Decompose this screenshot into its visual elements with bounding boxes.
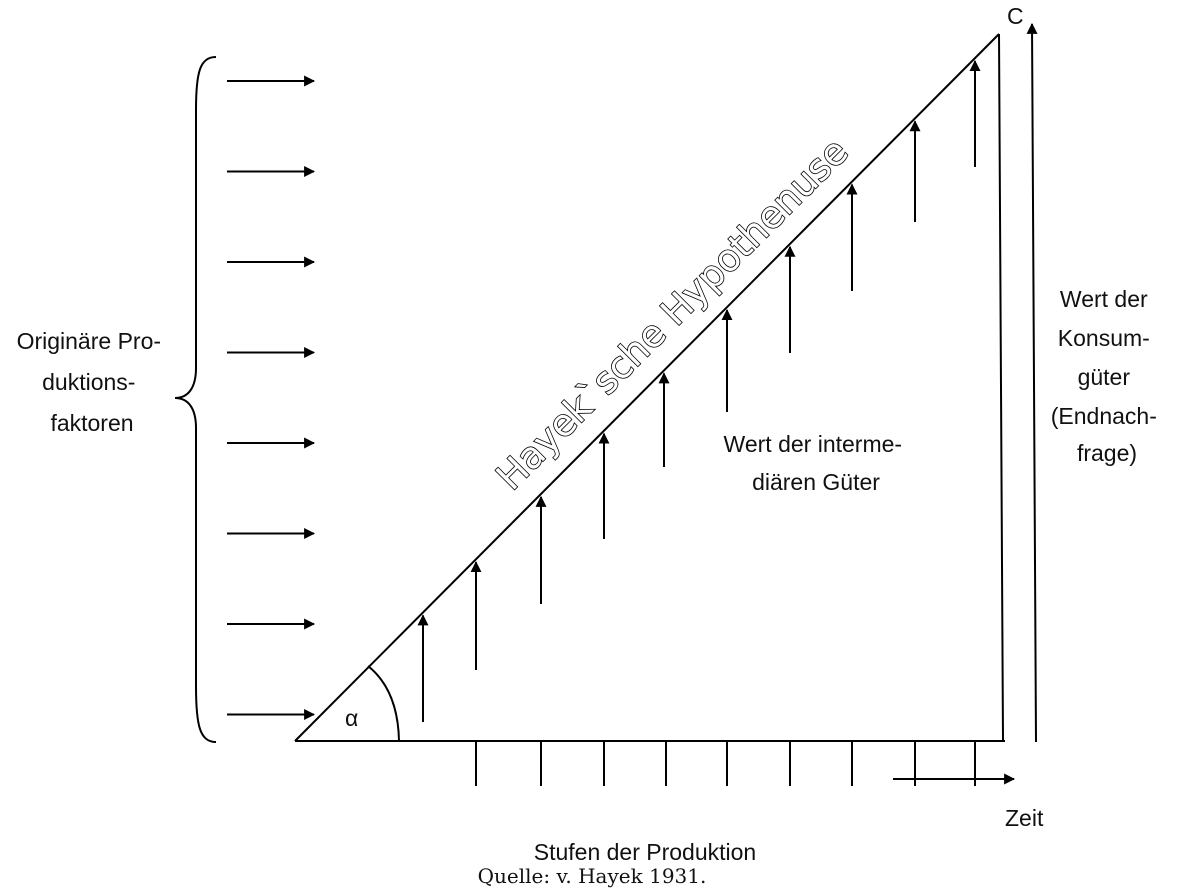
- right-label-line-1: Wert der: [1060, 286, 1148, 312]
- angle-arc: [367, 665, 400, 742]
- left-label-line-1: Originäre Pro-: [17, 328, 161, 354]
- intermediate-label: Wert der interme- diären Güter: [724, 431, 909, 495]
- intermediate-label-line-1: Wert der interme-: [724, 431, 903, 457]
- stages-label: Stufen der Produktion: [534, 839, 756, 865]
- right-label: Wert der Konsum- güter (Endnach- frage): [1051, 286, 1164, 466]
- right-label-line-4: (Endnach-: [1051, 403, 1157, 429]
- left-label-line-3: faktoren: [50, 410, 133, 436]
- triangle-vertical-line: [998, 33, 1004, 742]
- right-label-line-2: Konsum-: [1058, 325, 1150, 351]
- left-brace: [174, 56, 217, 743]
- right-label-line-3: güter: [1078, 364, 1131, 390]
- left-label: Originäre Pro- duktions- faktoren: [17, 328, 168, 436]
- intermediate-label-line-2: diären Güter: [752, 469, 880, 495]
- consumer-value-arrow: [1026, 22, 1038, 743]
- angle-label: α: [345, 705, 358, 731]
- apex-label: C: [1007, 3, 1024, 29]
- hypotenuse-line: [294, 33, 1000, 742]
- value-arrows-group: [417, 60, 981, 722]
- left-label-line-2: duktions-: [42, 369, 135, 395]
- right-label-line-5: frage): [1077, 440, 1137, 466]
- input-arrows-group: [227, 75, 316, 720]
- source-caption: Quelle: v. Hayek 1931.: [478, 864, 707, 888]
- time-label: Zeit: [1005, 805, 1044, 831]
- stage-ticks-group: [475, 741, 976, 786]
